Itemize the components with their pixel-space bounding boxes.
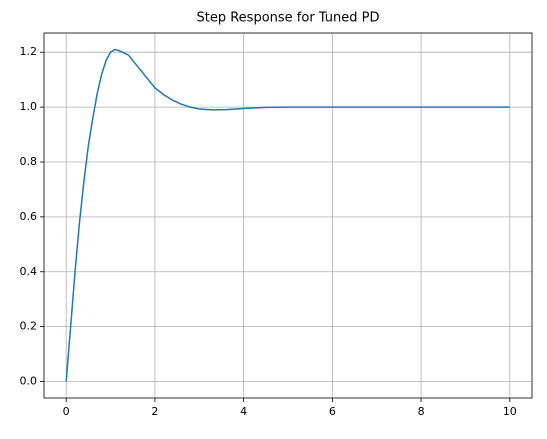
- x-tick-label: 8: [418, 405, 425, 418]
- y-tick-label: 0.4: [20, 265, 38, 278]
- y-tick-label: 1.2: [20, 45, 38, 58]
- y-tick-label: 0.6: [20, 210, 38, 223]
- x-tick-label: 2: [151, 405, 158, 418]
- y-tick-label: 0.8: [20, 155, 38, 168]
- plot-frame: [43, 32, 533, 399]
- x-tick-label: 4: [240, 405, 247, 418]
- x-tick-label: 10: [503, 405, 517, 418]
- line-series: [65, 48, 510, 382]
- y-tick-label: 0.0: [20, 375, 38, 388]
- chart-title: Step Response for Tuned PD: [197, 11, 380, 26]
- y-tick-label: 1.0: [20, 100, 38, 113]
- y-tick-label: 0.2: [20, 320, 38, 333]
- x-tick-label: 6: [329, 405, 336, 418]
- x-tick-label: 0: [63, 405, 70, 418]
